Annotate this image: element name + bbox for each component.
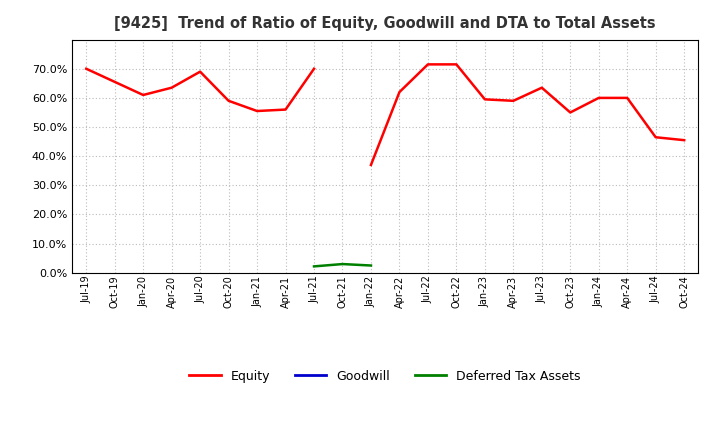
Legend: Equity, Goodwill, Deferred Tax Assets: Equity, Goodwill, Deferred Tax Assets bbox=[184, 365, 586, 388]
Title: [9425]  Trend of Ratio of Equity, Goodwill and DTA to Total Assets: [9425] Trend of Ratio of Equity, Goodwil… bbox=[114, 16, 656, 32]
